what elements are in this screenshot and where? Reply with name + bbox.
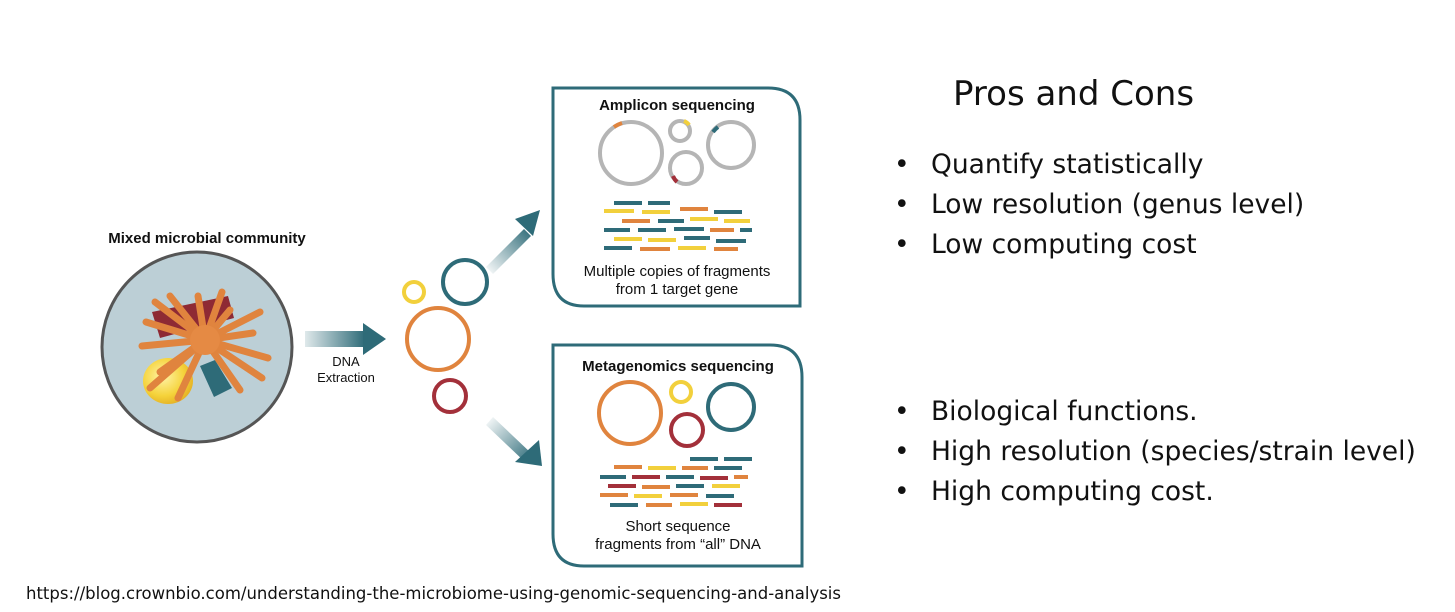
metagenomics-caption-line2: fragments from “all” DNA: [595, 536, 761, 553]
metagenomics-title: Metagenomics sequencing: [582, 358, 774, 375]
extraction-label-dna: DNA: [332, 354, 360, 369]
metagenomics-circles: [597, 380, 756, 448]
community-label: Mixed microbial community: [108, 230, 306, 247]
amplicon-title: Amplicon sequencing: [599, 97, 755, 114]
metagenomics-points-list: Biological functions. High resolution (s…: [894, 392, 1416, 512]
extracted-dna-circles: [402, 258, 489, 414]
bullet-item: Low resolution (genus level): [894, 185, 1304, 225]
amplicon-fragments: [604, 201, 752, 251]
extraction-label-extraction: Extraction: [317, 370, 375, 385]
metagenomics-fragments: [600, 457, 752, 507]
arrow-to-metagenomics: [486, 417, 542, 466]
arrow-to-amplicon: [486, 210, 540, 274]
bullet-item: High resolution (species/strain level): [894, 432, 1416, 472]
amplicon-caption-line1: Multiple copies of fragments: [584, 263, 771, 280]
amplicon-panel: Amplicon sequencing: [551, 86, 802, 308]
microbial-community-cell: [100, 250, 294, 444]
metagenomics-panel: Metagenomics sequencing: [551, 343, 804, 568]
bullet-item: Low computing cost: [894, 225, 1304, 265]
pros-cons-title: Pros and Cons: [953, 74, 1195, 114]
bullet-item: Biological functions.: [894, 392, 1416, 432]
amplicon-caption-line2: from 1 target gene: [616, 281, 739, 298]
dna-extraction-arrow: [305, 323, 386, 355]
bullet-item: Quantify statistically: [894, 145, 1304, 185]
metagenomics-caption-line1: Short sequence: [625, 518, 730, 535]
amplicon-points-list: Quantify statistically Low resolution (g…: [894, 145, 1304, 265]
amplicon-circles: [598, 119, 756, 186]
source-url: https://blog.crownbio.com/understanding-…: [26, 584, 841, 603]
bullet-item: High computing cost.: [894, 472, 1416, 512]
